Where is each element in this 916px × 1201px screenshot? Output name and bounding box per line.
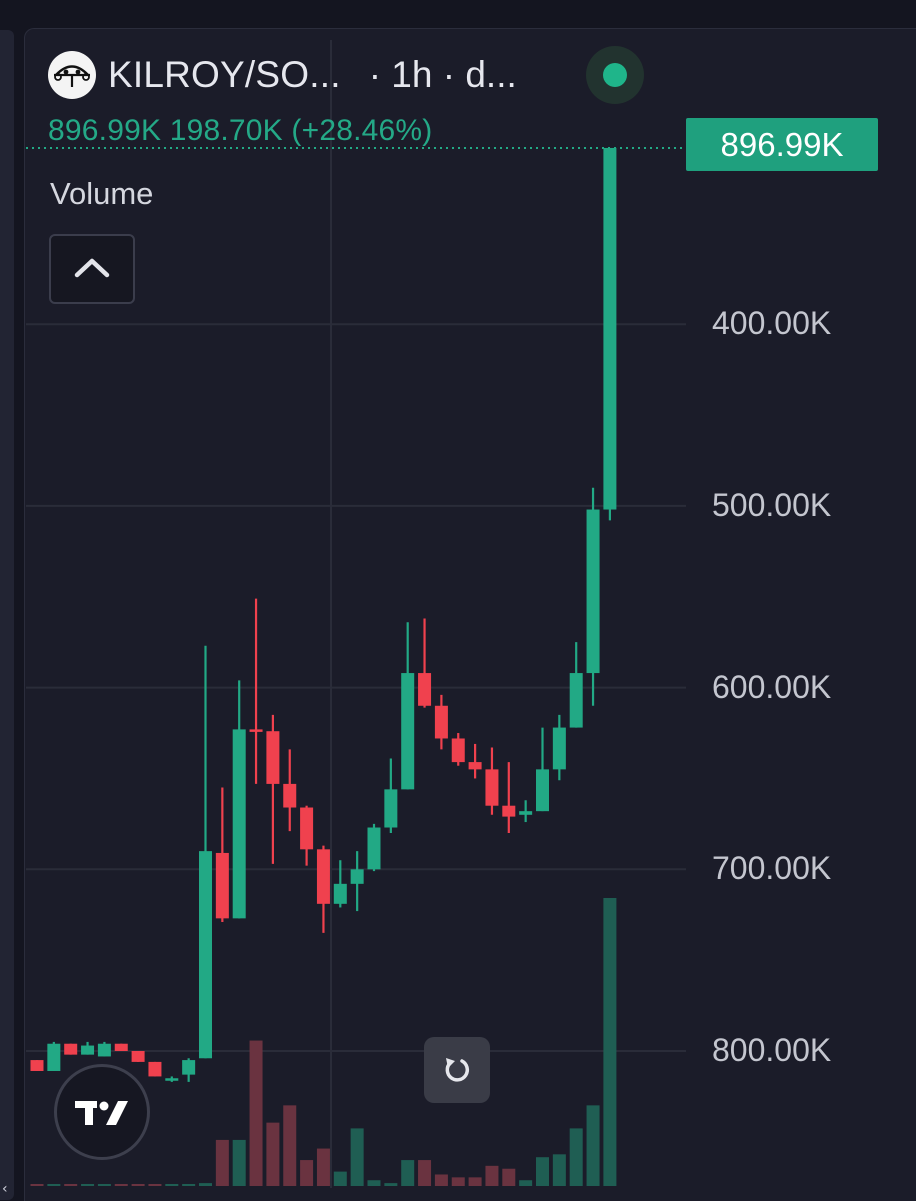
candle-body [114,1043,128,1051]
volume-bar [266,1122,280,1186]
volume-bar [536,1157,549,1186]
candle-body [451,738,465,763]
volume-bar [350,1128,364,1186]
y-tick-label: 500.00K [712,486,832,523]
candle-body [384,789,398,828]
volume-label: Volume [50,176,154,211]
volume-bar [232,1139,246,1186]
volume-bar [418,1160,432,1186]
volume-bar [552,1154,566,1186]
candle-body [300,807,314,850]
candle-body [519,811,533,815]
candle-body [215,852,229,919]
symbol-title[interactable]: KILROY/SO... [108,54,341,95]
candle-body [182,1060,196,1075]
volume-bar [97,1184,111,1186]
app-top-bar [0,0,916,18]
candle-body [47,1043,61,1071]
volume-bar [367,1180,381,1186]
candle-body [468,762,482,770]
candles [30,147,617,1082]
candle-body [485,769,499,806]
volume-bar [283,1105,297,1186]
volume-bar [401,1160,415,1186]
volume-bar [485,1165,499,1186]
chart-header: KILROY/SO... · 1h · d... [48,50,517,100]
volume-bar [165,1184,179,1186]
candle-body [131,1051,145,1062]
volume-bar [569,1128,583,1186]
candle-body [418,673,432,706]
candle-body [64,1043,78,1055]
volume-bar [199,1183,212,1186]
volume-bar [81,1184,95,1186]
candle-body [536,769,549,812]
candle-body [148,1061,162,1077]
candle-body [283,783,297,808]
volume-bar [249,1040,263,1186]
candle-body [165,1078,179,1081]
kilroy-face-icon[interactable] [48,51,96,99]
candle-body [249,729,263,732]
chevron-up-icon [74,258,110,278]
chevron-left-icon[interactable]: ‹ [2,1181,8,1197]
candle-body [199,851,212,1059]
interval-label[interactable]: · 1h · d... [368,54,517,95]
volume-bar [586,1105,600,1186]
volume-bar [300,1160,314,1186]
candle-body [367,827,381,870]
collapse-volume-button[interactable] [49,234,135,304]
candle-body [333,883,347,904]
volume-bar [519,1180,533,1186]
candle-body [232,729,246,919]
volume-bar [131,1184,145,1186]
candle-body [434,705,448,739]
y-tick-label: 700.00K [712,850,832,887]
left-panel-handle[interactable]: ‹ [0,30,14,1200]
candle-body [350,869,364,884]
candle-body [603,147,617,510]
ohlc-legend: 896.99K 198.70K (+28.46%) [48,114,433,147]
candle-body [316,849,330,904]
volume-bar [603,898,617,1186]
volume-bar [148,1184,162,1186]
tradingview-logo-icon[interactable] [54,1064,150,1160]
candle-body [266,731,280,784]
candle-body [81,1045,95,1055]
candle-body [30,1060,44,1071]
candle-body [569,673,583,728]
y-tick-label: 600.00K [712,668,832,705]
volume-bar [468,1177,482,1186]
volume-bar [502,1168,516,1186]
volume-bar [64,1184,78,1186]
candle-body [502,805,516,817]
volume-bar [333,1171,347,1186]
reset-rotate-icon [445,1058,470,1082]
volume-bar [182,1184,196,1186]
volume-bar [384,1183,398,1186]
volume-bar [316,1148,330,1186]
candle-body [401,673,415,790]
volume-bar [434,1174,448,1186]
candle-body [552,727,566,770]
candle-body [586,509,600,674]
reset-chart-button[interactable] [424,1037,490,1103]
volume-bar [47,1184,61,1186]
volume-bar [215,1139,229,1186]
volume-bar [30,1184,44,1186]
market-status-indicator[interactable] [586,46,644,104]
chart-panel[interactable] [24,28,916,1201]
y-tick-label: 800.00K [712,1032,832,1068]
last-price-badge: 896.99K [686,118,878,171]
volume-bar [114,1184,128,1186]
live-status-dot [603,63,627,87]
volume-bar [451,1177,465,1186]
candle-body [97,1043,111,1057]
volume-bars [30,898,617,1186]
y-tick-label: 400.00K [712,305,832,342]
